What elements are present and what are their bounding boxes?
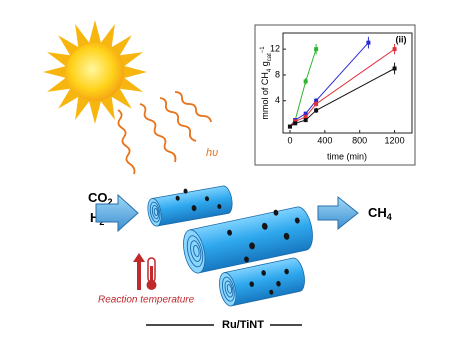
tube-roll — [153, 207, 159, 217]
label-part: mmol of CH — [260, 72, 270, 120]
label-part: −1 — [260, 46, 266, 54]
particle — [217, 204, 222, 210]
sun-disc — [66, 43, 124, 101]
particle — [284, 268, 289, 275]
point — [303, 114, 308, 119]
point — [293, 121, 298, 126]
wave — [174, 91, 212, 123]
arrow — [317, 195, 359, 231]
inset-chart: (ii) time (min) mmol of CH4 gcat−1 0 400 8… — [254, 24, 416, 166]
particle — [261, 222, 268, 230]
particle — [283, 232, 290, 240]
x-tick-label: 0 — [287, 135, 292, 145]
particle — [227, 229, 233, 236]
label-part: g — [260, 61, 270, 69]
y-axis-label: mmol of CH4 gcat−1 — [260, 46, 273, 120]
label-part: cat — [267, 53, 273, 61]
nanotubes — [147, 185, 313, 307]
tube-roll — [226, 284, 233, 294]
y-tick-label: 12 — [270, 44, 280, 54]
point — [287, 124, 292, 129]
particle — [244, 256, 249, 263]
thermometer — [146, 257, 157, 290]
particle — [175, 195, 180, 201]
product-text: CH — [368, 205, 387, 220]
tube-roll — [190, 240, 202, 262]
reactant: CO2 — [88, 190, 113, 207]
tube-roll — [221, 276, 235, 302]
y-tick-label: 4 — [275, 95, 280, 105]
catalyst-label: Ru/TiNT — [222, 319, 264, 331]
point — [314, 47, 319, 52]
thermometer-bulb — [146, 280, 157, 290]
particle — [204, 196, 210, 202]
point — [303, 111, 308, 116]
sun — [43, 20, 147, 124]
particle — [261, 270, 266, 276]
particle — [183, 188, 188, 194]
point — [392, 66, 397, 71]
y-tick-label: 8 — [275, 69, 280, 79]
reactant-text: CO — [88, 190, 108, 205]
light-waves — [117, 91, 212, 175]
tube-roll — [151, 204, 160, 220]
point — [303, 118, 308, 123]
point — [392, 47, 397, 52]
panel-label: (ii) — [396, 34, 407, 44]
temperature-label: Reaction temperature — [98, 295, 195, 306]
tube-body — [151, 185, 233, 227]
up-arrow — [133, 253, 145, 290]
nanotube — [183, 206, 313, 274]
product: CH4 — [368, 205, 392, 222]
subscript: 2 — [108, 197, 113, 207]
tube-body — [189, 206, 313, 274]
tube-roll — [149, 201, 161, 223]
tube-roll — [193, 244, 200, 258]
plot-frame — [282, 32, 413, 134]
arrow — [95, 193, 139, 233]
light-label: hυ — [206, 147, 218, 159]
point — [314, 101, 319, 106]
reactant-text: H — [90, 210, 99, 225]
particle — [249, 242, 255, 250]
nanotube — [147, 185, 233, 227]
tube-body — [223, 257, 305, 307]
x-tick-label: 800 — [352, 135, 367, 145]
point — [314, 108, 319, 113]
point — [314, 98, 319, 103]
x-axis-label: time (min) — [327, 151, 367, 161]
particle — [276, 280, 281, 287]
wave — [139, 103, 177, 163]
particle — [273, 209, 279, 216]
particle — [249, 281, 254, 287]
particle — [269, 289, 274, 295]
particle — [294, 217, 300, 224]
particle — [191, 205, 197, 212]
tube-roll — [186, 235, 204, 268]
nanotube — [219, 257, 305, 307]
x-tick-label: 1200 — [385, 135, 405, 145]
wave — [117, 109, 136, 175]
label-part: 4 — [267, 68, 273, 72]
tube-roll — [224, 280, 234, 298]
point — [366, 40, 371, 45]
inset-frame — [254, 24, 416, 166]
x-tick-label: 400 — [317, 135, 332, 145]
wave — [159, 97, 197, 142]
thermometer-fill — [150, 266, 153, 282]
subscript: 4 — [387, 212, 392, 222]
point — [303, 79, 308, 84]
